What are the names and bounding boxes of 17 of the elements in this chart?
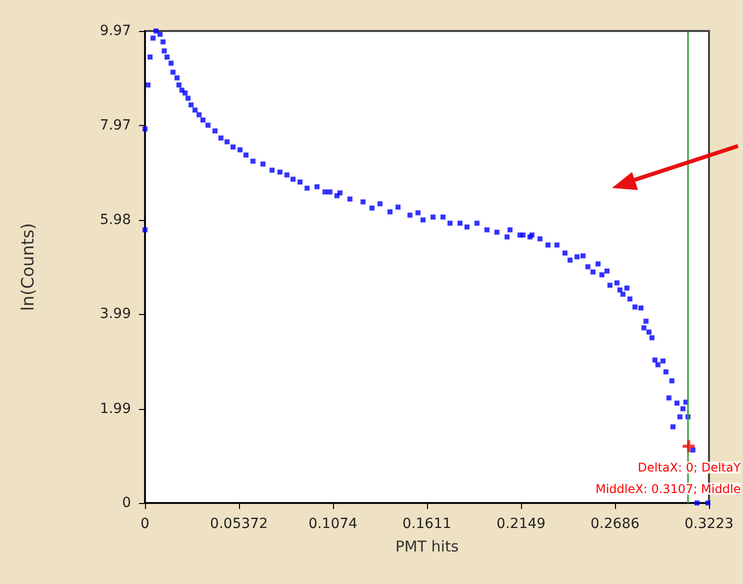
x-tick-label: 0.1611 <box>402 516 452 532</box>
annotation: DeltaX: 0; DeltaY <box>638 460 742 474</box>
x-tick-label: 0.1074 <box>308 516 358 532</box>
annotation: MiddleX: 0.3107; Middle <box>596 482 741 496</box>
x-tick-label: 0 <box>140 516 150 532</box>
y-tick-label: 0 <box>122 495 131 511</box>
y-axis-title: ln(Counts) <box>18 222 38 312</box>
y-tick-label: 9.97 <box>100 23 131 39</box>
x-tick-label: 0.05372 <box>210 516 268 532</box>
x-tick-label: 0.3223 <box>684 516 734 532</box>
x-axis-title: PMT hits <box>395 538 459 556</box>
x-tick-label: 0.2686 <box>590 516 640 532</box>
y-tick-label: 3.99 <box>100 306 131 322</box>
y-tick-label: 1.99 <box>100 400 131 417</box>
y-tick-label: 5.98 <box>100 212 131 228</box>
y-tick-label: 7.97 <box>100 118 131 134</box>
x-tick-label: 0.2149 <box>496 516 546 532</box>
